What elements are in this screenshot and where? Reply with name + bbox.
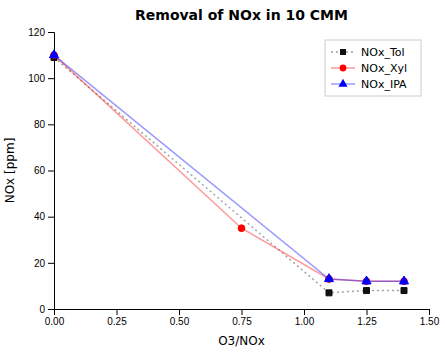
tick: 0.50 [170, 309, 190, 327]
tick: 0.00 [45, 309, 65, 327]
tick-mark [242, 309, 243, 315]
tick: 40 [34, 211, 54, 222]
x-axis-title: O3/NOx [218, 334, 265, 348]
tick-label: 0.25 [107, 316, 127, 327]
tick: 120 [28, 27, 54, 38]
legend-label: NOx_Xyl [361, 62, 407, 75]
tick-label: 20 [34, 258, 46, 269]
marker [238, 225, 245, 232]
tick-label: 0.50 [170, 316, 190, 327]
tick-mark [367, 309, 368, 315]
tick-label: 100 [28, 73, 45, 84]
tick: 0 [39, 304, 54, 315]
tick: 80 [34, 119, 54, 130]
tick-mark [48, 171, 54, 172]
legend-marker [340, 65, 347, 72]
legend-marker [340, 49, 346, 55]
tick-mark [179, 309, 180, 315]
legend-item: NOx_Xyl [331, 62, 407, 75]
tick-mark [48, 263, 54, 264]
tick: 0.75 [232, 309, 252, 327]
tick-mark [48, 78, 54, 79]
tick-label: 0 [39, 304, 45, 315]
tick-mark [48, 309, 54, 310]
tick-label: 0.75 [232, 316, 252, 327]
tick-label: 1.25 [357, 316, 377, 327]
marker [326, 290, 332, 296]
tick: 20 [34, 258, 54, 269]
marker [401, 288, 407, 294]
legend-item: NOx_IPA [331, 78, 407, 91]
tick: 1.25 [357, 309, 377, 327]
legend-marker [338, 79, 347, 87]
tick-label: 40 [34, 211, 46, 222]
tick: 0.25 [107, 309, 127, 327]
tick-label: 80 [34, 119, 46, 130]
tick: 60 [34, 165, 54, 176]
tick-mark [48, 124, 54, 125]
x-axis: 0.00 0.25 0.50 0.75 1.00 1.25 1.50 [45, 309, 440, 327]
legend-label: NOx_Tol [361, 46, 405, 59]
legend-box [325, 40, 421, 96]
chart: 0.00 0.25 0.50 0.75 1.00 1.25 1.50 0 20 40 60 80 100… [0, 0, 445, 353]
tick: 1.00 [295, 309, 315, 327]
marker [49, 50, 58, 58]
plot-area: 0.00 0.25 0.50 0.75 1.00 1.25 1.50 0 20 40 60 80 100… [28, 27, 439, 327]
tick-mark [429, 309, 430, 315]
marker [362, 276, 371, 284]
tick-mark [48, 32, 54, 33]
legend-item: NOx_Tol [331, 46, 405, 59]
marker [324, 274, 333, 282]
tick: 1.50 [420, 309, 440, 327]
title: Removal of NOx in 10 CMM [135, 7, 348, 23]
tick-label: 60 [34, 165, 46, 176]
y-axis: 0 20 40 60 80 100 120 [28, 27, 54, 315]
tick-mark [117, 309, 118, 315]
tick-label: 0.00 [45, 316, 65, 327]
y-axis-title: NOx [ppm] [3, 138, 17, 204]
axis-line [55, 310, 430, 316]
tick: 100 [28, 73, 54, 84]
tick-mark [48, 217, 54, 218]
tick-label: 120 [28, 27, 45, 38]
tick-label: 1.00 [295, 316, 315, 327]
axis-line [48, 33, 55, 310]
marker [364, 288, 370, 294]
legend-label: NOx_IPA [361, 78, 407, 91]
tick-label: 1.50 [420, 316, 440, 327]
legend: NOx_Tol NOx_Xyl NOx_IPA [325, 40, 421, 96]
marker [399, 276, 408, 284]
tick-mark [304, 309, 305, 315]
